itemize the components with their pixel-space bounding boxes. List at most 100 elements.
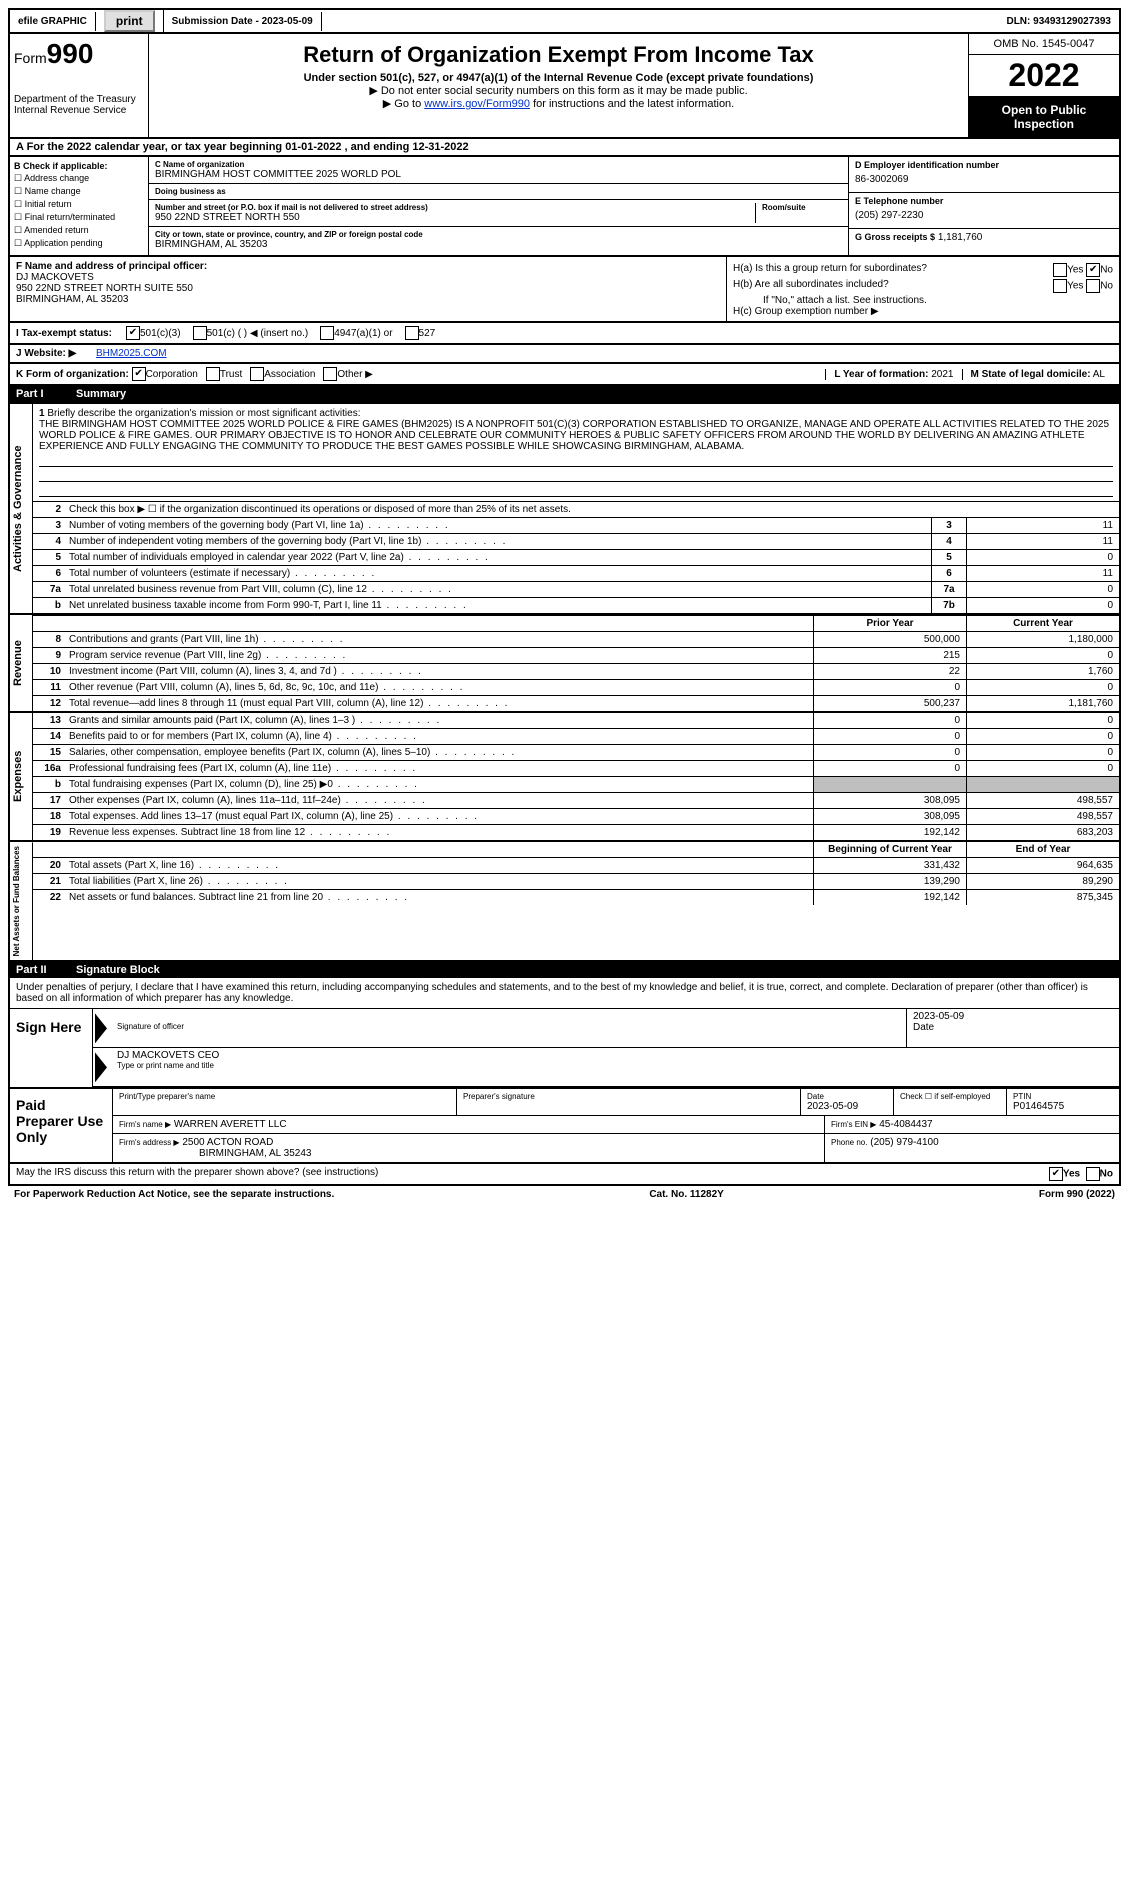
addr-label: Number and street (or P.O. box if mail i…: [155, 203, 755, 212]
sig-date: 2023-05-09: [913, 1011, 1113, 1022]
phone-label: E Telephone number: [855, 196, 1113, 206]
side-governance: Activities & Governance: [10, 404, 33, 613]
chk-501c[interactable]: [193, 326, 207, 340]
chk-address[interactable]: ☐ Address change: [14, 173, 144, 184]
table-row: 22Net assets or fund balances. Subtract …: [33, 890, 1119, 905]
section-b: B Check if applicable: ☐ Address change …: [10, 157, 149, 255]
discuss-no[interactable]: [1086, 1167, 1100, 1181]
part2-header: Part IISignature Block: [8, 962, 1121, 978]
discuss-yes[interactable]: ✔: [1049, 1167, 1063, 1181]
table-row: bTotal fundraising expenses (Part IX, co…: [33, 777, 1119, 793]
chk-trust[interactable]: [206, 367, 220, 381]
tax-year: 2022: [969, 55, 1119, 97]
chk-4947[interactable]: [320, 326, 334, 340]
summary-balances: Net Assets or Fund Balances Beginning of…: [8, 842, 1121, 962]
table-row: 7aTotal unrelated business revenue from …: [33, 582, 1119, 598]
hb-label: H(b) Are all subordinates included?: [733, 279, 889, 293]
form-ref: Form 990 (2022): [1039, 1189, 1115, 1200]
table-row: 3Number of voting members of the governi…: [33, 518, 1119, 534]
summary-revenue: Revenue Prior Year Current Year 8Contrib…: [8, 615, 1121, 713]
firm-addr1: 2500 ACTON ROAD: [182, 1137, 273, 1148]
chk-amended[interactable]: ☐ Amended return: [14, 225, 144, 236]
street-address: 950 22ND STREET NORTH 550: [155, 212, 755, 223]
summary-governance: Activities & Governance 1 Briefly descri…: [8, 402, 1121, 615]
irs-label: Internal Revenue Service: [14, 105, 144, 116]
open-public-badge: Open to Public Inspection: [969, 97, 1119, 137]
ein-value: 86-3002069: [855, 170, 1113, 189]
chk-initial[interactable]: ☐ Initial return: [14, 199, 144, 210]
firm-name: WARREN AVERETT LLC: [174, 1119, 287, 1130]
table-row: 19Revenue less expenses. Subtract line 1…: [33, 825, 1119, 840]
gross-value: 1,181,760: [938, 232, 983, 243]
mission-text: THE BIRMINGHAM HOST COMMITTEE 2025 WORLD…: [39, 419, 1109, 452]
discuss-row: May the IRS discuss this return with the…: [8, 1164, 1121, 1186]
ha-no[interactable]: ✔: [1086, 263, 1100, 277]
note-link: ▶ Go to www.irs.gov/Form990 for instruct…: [157, 97, 960, 110]
table-row: 6Total number of volunteers (estimate if…: [33, 566, 1119, 582]
chk-other[interactable]: [323, 367, 337, 381]
sig-declaration: Under penalties of perjury, I declare th…: [10, 978, 1119, 1009]
side-balances: Net Assets or Fund Balances: [10, 842, 33, 960]
table-row: 17Other expenses (Part IX, column (A), l…: [33, 793, 1119, 809]
signature-block: Under penalties of perjury, I declare th…: [8, 978, 1121, 1089]
k-label: K Form of organization:: [16, 369, 129, 380]
side-revenue: Revenue: [10, 615, 33, 711]
officer-printed-name: DJ MACKOVETS CEO: [117, 1050, 1113, 1061]
arrow-icon: [95, 1052, 107, 1082]
chk-527[interactable]: [405, 326, 419, 340]
hb-no[interactable]: [1086, 279, 1100, 293]
mission-block: 1 Briefly describe the organization's mi…: [33, 404, 1119, 502]
omb-number: OMB No. 1545-0047: [969, 34, 1119, 55]
section-h: H(a) Is this a group return for subordin…: [727, 257, 1119, 321]
firm-phone: (205) 979-4100: [870, 1137, 938, 1148]
chk-assoc[interactable]: [250, 367, 264, 381]
print-button[interactable]: print: [96, 10, 164, 32]
arrow-icon: [95, 1013, 107, 1043]
dln: DLN: 93493129027393: [998, 12, 1119, 31]
hdr-current: Current Year: [966, 616, 1119, 631]
hdr-begin: Beginning of Current Year: [813, 842, 966, 857]
row-a-tax-year: A For the 2022 calendar year, or tax yea…: [8, 139, 1121, 157]
ptin: P01464575: [1013, 1101, 1064, 1112]
room-label: Room/suite: [762, 203, 842, 212]
chk-corp[interactable]: ✔: [132, 367, 146, 381]
form-number: Form990: [14, 38, 144, 70]
efile-label: efile GRAPHIC: [10, 12, 96, 31]
row-j: J Website: ▶ BHM2025.COM: [8, 345, 1121, 364]
hb-yes[interactable]: [1053, 279, 1067, 293]
website-link[interactable]: BHM2025.COM: [96, 348, 167, 359]
header-right: OMB No. 1545-0047 2022 Open to Public In…: [969, 34, 1119, 137]
city-label: City or town, state or province, country…: [155, 230, 842, 239]
ha-yes[interactable]: [1053, 263, 1067, 277]
chk-501c3[interactable]: ✔: [126, 326, 140, 340]
sig-officer-label: Signature of officer: [117, 1022, 900, 1031]
c-name-label: C Name of organization: [155, 160, 842, 169]
header-mid: Return of Organization Exempt From Incom…: [149, 34, 969, 137]
paid-preparer-block: Paid Preparer Use Only Print/Type prepar…: [8, 1089, 1121, 1164]
line2: Check this box ▶ ☐ if the organization d…: [65, 502, 1119, 517]
chk-name[interactable]: ☐ Name change: [14, 186, 144, 197]
dba-label: Doing business as: [155, 187, 842, 196]
chk-app-pending[interactable]: ☐ Application pending: [14, 238, 144, 249]
submission-date: Submission Date - 2023-05-09: [164, 12, 322, 31]
prep-date: 2023-05-09: [807, 1101, 858, 1112]
top-bar: efile GRAPHIC print Submission Date - 20…: [8, 8, 1121, 34]
table-row: 21Total liabilities (Part X, line 26)139…: [33, 874, 1119, 890]
cat-no: Cat. No. 11282Y: [649, 1189, 723, 1200]
firm-ein: 45-4084437: [879, 1119, 932, 1130]
j-label: J Website: ▶: [16, 348, 96, 359]
chk-final[interactable]: ☐ Final return/terminated: [14, 212, 144, 223]
hc-label: H(c) Group exemption number ▶: [733, 306, 1113, 317]
firm-addr2: BIRMINGHAM, AL 35243: [199, 1148, 311, 1159]
hb-note: If "No," attach a list. See instructions…: [733, 295, 1113, 306]
summary-expenses: Expenses 13Grants and similar amounts pa…: [8, 713, 1121, 842]
part1-header: Part ISummary: [8, 386, 1121, 402]
phone-value: (205) 297-2230: [855, 206, 1113, 225]
i-label: I Tax-exempt status:: [16, 328, 126, 339]
table-row: 11Other revenue (Part VIII, column (A), …: [33, 680, 1119, 696]
dept-label: Department of the Treasury: [14, 94, 144, 105]
ein-label: D Employer identification number: [855, 160, 1113, 170]
side-expenses: Expenses: [10, 713, 33, 840]
bottom-row: For Paperwork Reduction Act Notice, see …: [8, 1186, 1121, 1203]
irs-link[interactable]: www.irs.gov/Form990: [424, 98, 530, 110]
